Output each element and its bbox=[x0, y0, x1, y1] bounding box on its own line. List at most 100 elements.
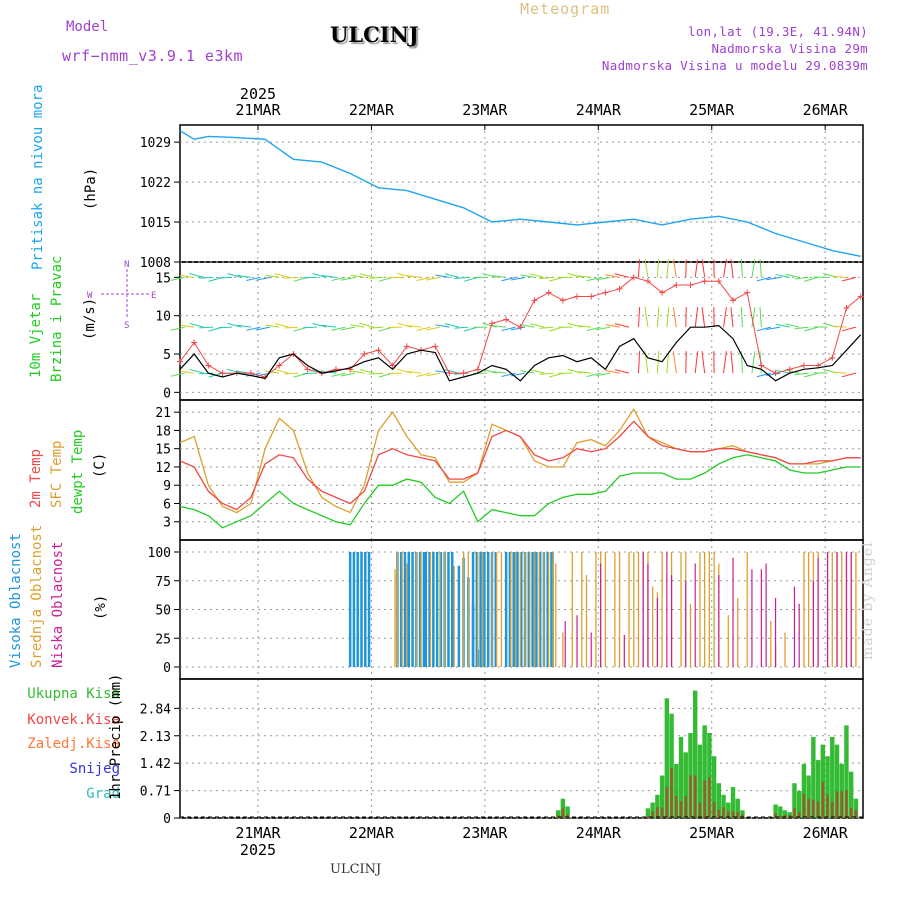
wind-gust-mark bbox=[829, 354, 836, 361]
precip-total-bar bbox=[688, 733, 693, 818]
wind-arrow bbox=[803, 326, 819, 332]
wind-arrow bbox=[369, 326, 384, 329]
wind-arrow bbox=[596, 326, 611, 331]
wind-arrow bbox=[246, 326, 261, 331]
wind-arrow bbox=[321, 324, 337, 328]
wind-arrow bbox=[685, 307, 687, 328]
wind-arrow bbox=[586, 372, 601, 378]
wind-gust-mark bbox=[574, 293, 581, 300]
precip-total-bar bbox=[773, 804, 778, 818]
wind-arrow bbox=[614, 369, 630, 374]
wind-arrow bbox=[227, 322, 242, 328]
precip-total-bar bbox=[659, 775, 665, 818]
precip-conv-bar bbox=[689, 775, 692, 818]
precip-total-bar bbox=[702, 725, 707, 818]
top-date-label: 23MAR bbox=[462, 101, 508, 119]
wind-arrow bbox=[740, 307, 743, 328]
wind-arrow bbox=[435, 324, 450, 328]
model-name: wrf−nmm_v3.9.1 e3km bbox=[62, 47, 244, 65]
wind-arrow bbox=[180, 274, 195, 278]
wind-arrow bbox=[751, 351, 756, 374]
wind-arrow bbox=[832, 371, 847, 374]
wind-arrow bbox=[694, 307, 699, 328]
elevation-text: Nadmorska Visina 29m bbox=[711, 41, 868, 56]
wind-arrow bbox=[637, 307, 641, 328]
wind-arrow bbox=[406, 275, 422, 278]
wind-arrow bbox=[501, 276, 516, 282]
precip-conv-bar bbox=[561, 808, 565, 818]
bottom-date-label: 24MAR bbox=[576, 824, 622, 842]
pressure-line bbox=[179, 130, 861, 257]
wind-arrow bbox=[321, 275, 337, 278]
wind-gust-mark bbox=[744, 289, 751, 296]
precip-conv-bar bbox=[566, 814, 569, 818]
wind-gust-mark bbox=[673, 282, 680, 288]
wind-arrow bbox=[701, 351, 706, 374]
wind-arrow bbox=[189, 368, 204, 374]
temp-tick-label: 21 bbox=[155, 406, 171, 421]
wind-gust-mark bbox=[602, 289, 609, 296]
wind-gust-mark bbox=[304, 366, 311, 373]
wind-arrow bbox=[785, 323, 800, 328]
precip-total-bar bbox=[645, 808, 651, 818]
wind-arrow bbox=[656, 259, 660, 278]
compass-n: N bbox=[124, 260, 129, 270]
wind-arrow bbox=[596, 276, 611, 281]
precip-conv-bar bbox=[854, 809, 858, 818]
precip-total-bar bbox=[565, 806, 570, 818]
precip-total-bar bbox=[844, 725, 849, 818]
wind-arrow bbox=[274, 273, 289, 278]
temp-tick-label: 12 bbox=[155, 461, 171, 476]
precip-total-bar bbox=[664, 698, 670, 818]
precip-conv-bar bbox=[665, 787, 669, 818]
wind-arrow bbox=[359, 273, 374, 278]
precip-conv-bar bbox=[845, 790, 848, 818]
wind-gust-mark bbox=[276, 362, 283, 369]
precip-conv-bar bbox=[712, 801, 716, 818]
wind-arrow bbox=[785, 273, 800, 278]
top-date-label: 22MAR bbox=[349, 101, 395, 119]
wind-arrow bbox=[672, 351, 677, 374]
precip-tick-label: 2.13 bbox=[140, 730, 171, 745]
wind-arrow bbox=[794, 326, 809, 330]
wind-arrow bbox=[170, 372, 185, 377]
precip-total-bar bbox=[811, 736, 816, 818]
wind-arrow bbox=[170, 276, 185, 281]
wind-arrow bbox=[236, 324, 251, 328]
wind-arrow bbox=[265, 324, 280, 328]
wind-gust-mark bbox=[730, 297, 737, 304]
precip-tick-label: 1.42 bbox=[140, 757, 171, 772]
wind-arrow bbox=[723, 259, 727, 278]
wind-arrow bbox=[644, 307, 649, 328]
precip-conv-bar bbox=[670, 768, 673, 818]
wind-arrow bbox=[766, 326, 781, 331]
wind-gust-mark bbox=[531, 297, 538, 304]
precip-total-bar bbox=[778, 806, 783, 818]
wind-tick-label: 5 bbox=[163, 348, 171, 363]
precip-conv-bar bbox=[821, 781, 825, 818]
wind-arrow bbox=[369, 276, 384, 279]
precip-conv-bar bbox=[774, 813, 777, 818]
wind-gust-mark bbox=[644, 278, 651, 285]
precip-conv-bar bbox=[802, 793, 806, 818]
precip-conv-bar bbox=[727, 811, 730, 818]
precip-total-bar bbox=[650, 802, 655, 818]
precip-total-bar bbox=[820, 744, 826, 818]
wind-arrow bbox=[723, 307, 727, 328]
wind-tick-label: 10 bbox=[155, 310, 171, 325]
wind-gust-mark bbox=[503, 316, 510, 323]
wind-arrow bbox=[454, 326, 469, 329]
wind-arrow bbox=[656, 351, 660, 374]
wind-arrow bbox=[331, 276, 346, 282]
wind-arrow bbox=[694, 259, 699, 278]
pressure-tick-label: 1029 bbox=[140, 136, 171, 151]
sfc-temp-line bbox=[179, 407, 861, 514]
wind-gust-mark bbox=[219, 370, 226, 377]
precip-total-bar bbox=[839, 763, 844, 818]
wind-arrow bbox=[217, 276, 233, 279]
wind-arrow bbox=[586, 326, 601, 332]
wind-arrow bbox=[775, 274, 790, 278]
wind-arrow bbox=[492, 371, 507, 374]
wind-arrow bbox=[529, 369, 545, 374]
wind-tick-label: 15 bbox=[155, 271, 171, 286]
